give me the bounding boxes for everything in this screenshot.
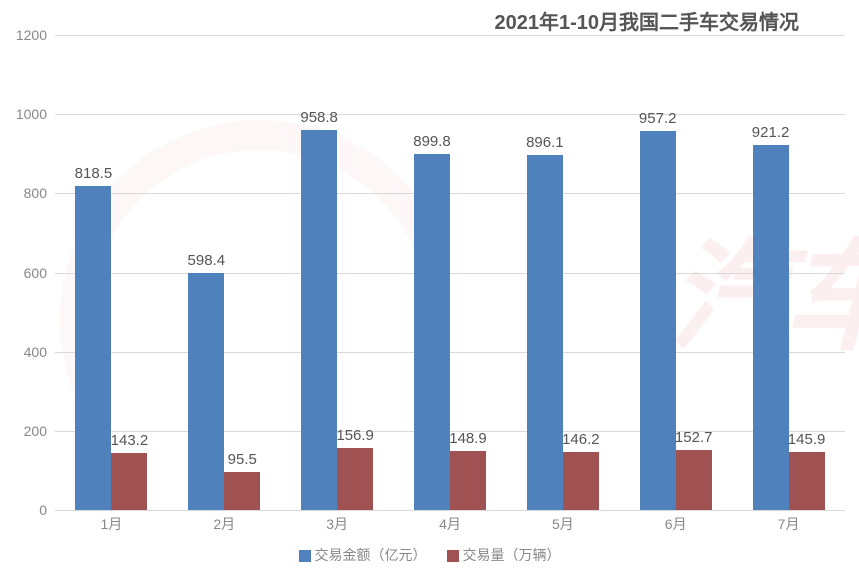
x-tick-label: 4月 — [439, 514, 461, 534]
bar-value-label: 143.2 — [111, 432, 149, 449]
bar — [111, 453, 147, 510]
y-tick-label: 1000 — [7, 106, 47, 122]
bar — [414, 154, 450, 510]
x-tick-label: 5月 — [552, 514, 574, 534]
bar — [75, 186, 111, 510]
bar — [640, 131, 676, 510]
legend-swatch — [447, 550, 459, 562]
bar-value-label: 958.8 — [300, 109, 338, 126]
bar-value-label: 957.2 — [639, 110, 677, 127]
y-tick-label: 400 — [7, 344, 47, 360]
bar-value-label: 95.5 — [228, 451, 257, 468]
y-tick-label: 0 — [7, 502, 47, 518]
bar-value-label: 146.2 — [562, 431, 600, 448]
bar-value-label: 598.4 — [188, 252, 226, 269]
x-tick-label: 1月 — [101, 514, 123, 534]
legend-label: 交易金额（亿元） — [315, 547, 427, 563]
legend-item: 交易金额（亿元） — [299, 545, 427, 565]
gridline — [55, 35, 845, 36]
bar — [301, 130, 337, 510]
bar — [224, 472, 260, 510]
bar — [337, 448, 373, 510]
bar — [789, 452, 825, 510]
bar — [676, 450, 712, 510]
legend: 交易金额（亿元） 交易量（万辆） — [0, 545, 859, 565]
gridline — [55, 510, 845, 511]
bar-value-label: 921.2 — [752, 124, 790, 141]
bar-value-label: 145.9 — [788, 431, 826, 448]
legend-swatch — [299, 550, 311, 562]
bar — [563, 452, 599, 510]
x-tick-label: 2月 — [213, 514, 235, 534]
bar-value-label: 818.5 — [75, 165, 113, 182]
gridline — [55, 352, 845, 353]
y-tick-label: 600 — [7, 265, 47, 281]
y-tick-label: 200 — [7, 423, 47, 439]
plot-area: 0200400600800100012001月818.5143.22月598.4… — [55, 35, 845, 510]
bar-value-label: 152.7 — [675, 429, 713, 446]
x-tick-label: 3月 — [326, 514, 348, 534]
bar-value-label: 896.1 — [526, 134, 564, 151]
bar — [527, 155, 563, 510]
legend-label: 交易量（万辆） — [463, 547, 561, 563]
legend-item: 交易量（万辆） — [447, 545, 561, 565]
bar-value-label: 899.8 — [413, 133, 451, 150]
x-tick-label: 7月 — [778, 514, 800, 534]
y-tick-label: 1200 — [7, 27, 47, 43]
gridline — [55, 273, 845, 274]
bar — [753, 145, 789, 510]
bar-value-label: 148.9 — [449, 430, 487, 447]
x-tick-label: 6月 — [665, 514, 687, 534]
bar — [188, 273, 224, 510]
bar-value-label: 156.9 — [336, 427, 374, 444]
y-tick-label: 800 — [7, 185, 47, 201]
chart-title: 2021年1-10月我国二手车交易情况 — [494, 6, 799, 35]
gridline — [55, 114, 845, 115]
gridline — [55, 193, 845, 194]
bar — [450, 451, 486, 510]
